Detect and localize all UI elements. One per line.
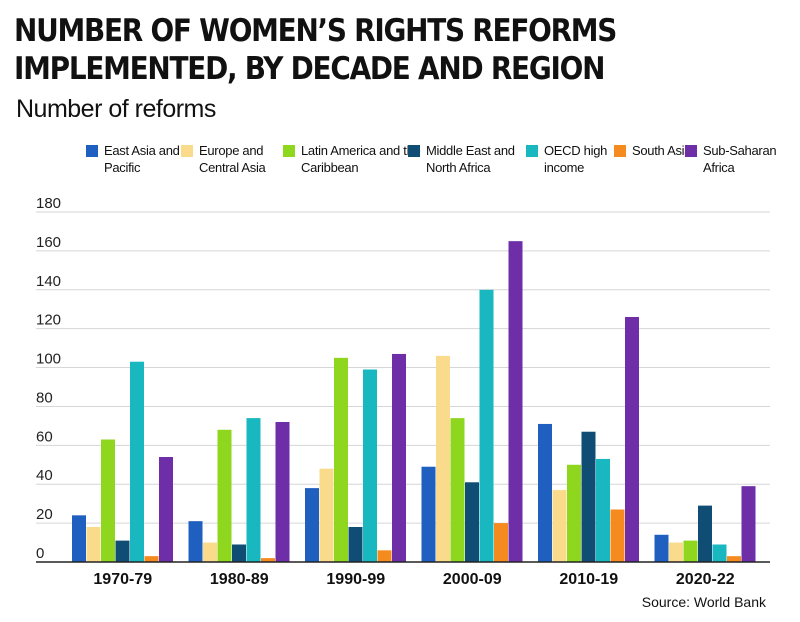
bar — [494, 523, 508, 562]
y-tick-label: 120 — [36, 312, 61, 329]
bar — [610, 509, 625, 562]
bar — [159, 457, 173, 562]
bar — [508, 241, 523, 562]
bar — [217, 429, 232, 562]
bar — [305, 488, 319, 562]
bar — [654, 534, 669, 562]
bar — [741, 486, 756, 562]
bar — [334, 357, 348, 562]
bar — [625, 317, 639, 562]
y-tick-label: 160 — [36, 234, 61, 251]
bar — [479, 289, 494, 562]
y-tick-label: 60 — [36, 428, 53, 445]
bar — [319, 468, 334, 562]
x-tick-label: 2000-09 — [443, 571, 502, 588]
y-tick-label: 100 — [36, 351, 61, 368]
bar — [465, 482, 479, 562]
y-tick-label: 140 — [36, 273, 61, 290]
bar — [377, 550, 392, 562]
bar — [450, 418, 465, 562]
bar — [436, 355, 450, 562]
bar — [101, 439, 115, 562]
bar — [72, 515, 86, 562]
x-tick-label: 2010-19 — [559, 571, 618, 588]
bar — [144, 556, 159, 562]
bar — [712, 544, 727, 562]
bar — [698, 505, 712, 562]
bar — [246, 418, 261, 562]
bar — [669, 542, 683, 562]
bar — [348, 527, 363, 562]
bar — [188, 521, 203, 562]
y-tick-label: 180 — [36, 195, 61, 212]
bar — [421, 466, 436, 562]
bar — [115, 540, 130, 562]
y-tick-label: 80 — [36, 389, 53, 406]
bar — [392, 353, 406, 562]
y-tick-label: 20 — [36, 506, 53, 523]
x-tick-label: 1980-89 — [210, 571, 269, 588]
bar — [538, 423, 552, 562]
bar — [261, 558, 275, 562]
bar — [363, 369, 377, 562]
bar — [275, 422, 290, 562]
y-tick-label: 0 — [36, 545, 44, 562]
y-tick-label: 40 — [36, 467, 53, 484]
chart-title: NUMBER OF WOMEN’S RIGHTS REFORMS IMPLEME… — [14, 13, 617, 87]
bar — [130, 361, 144, 562]
bar — [596, 458, 610, 562]
x-tick-label: 1990-99 — [326, 571, 385, 588]
x-tick-label: 2020-22 — [676, 571, 735, 588]
bar — [203, 542, 217, 562]
x-tick-label: 1970-79 — [93, 571, 152, 588]
bar — [683, 540, 698, 562]
source-note: Source: World Bank — [641, 594, 766, 610]
bar — [727, 556, 741, 562]
bar — [567, 464, 581, 562]
chart-subtitle: Number of reforms — [16, 95, 216, 123]
bar — [552, 490, 567, 562]
bar — [232, 544, 246, 562]
bar — [581, 431, 596, 562]
bar — [86, 527, 101, 562]
